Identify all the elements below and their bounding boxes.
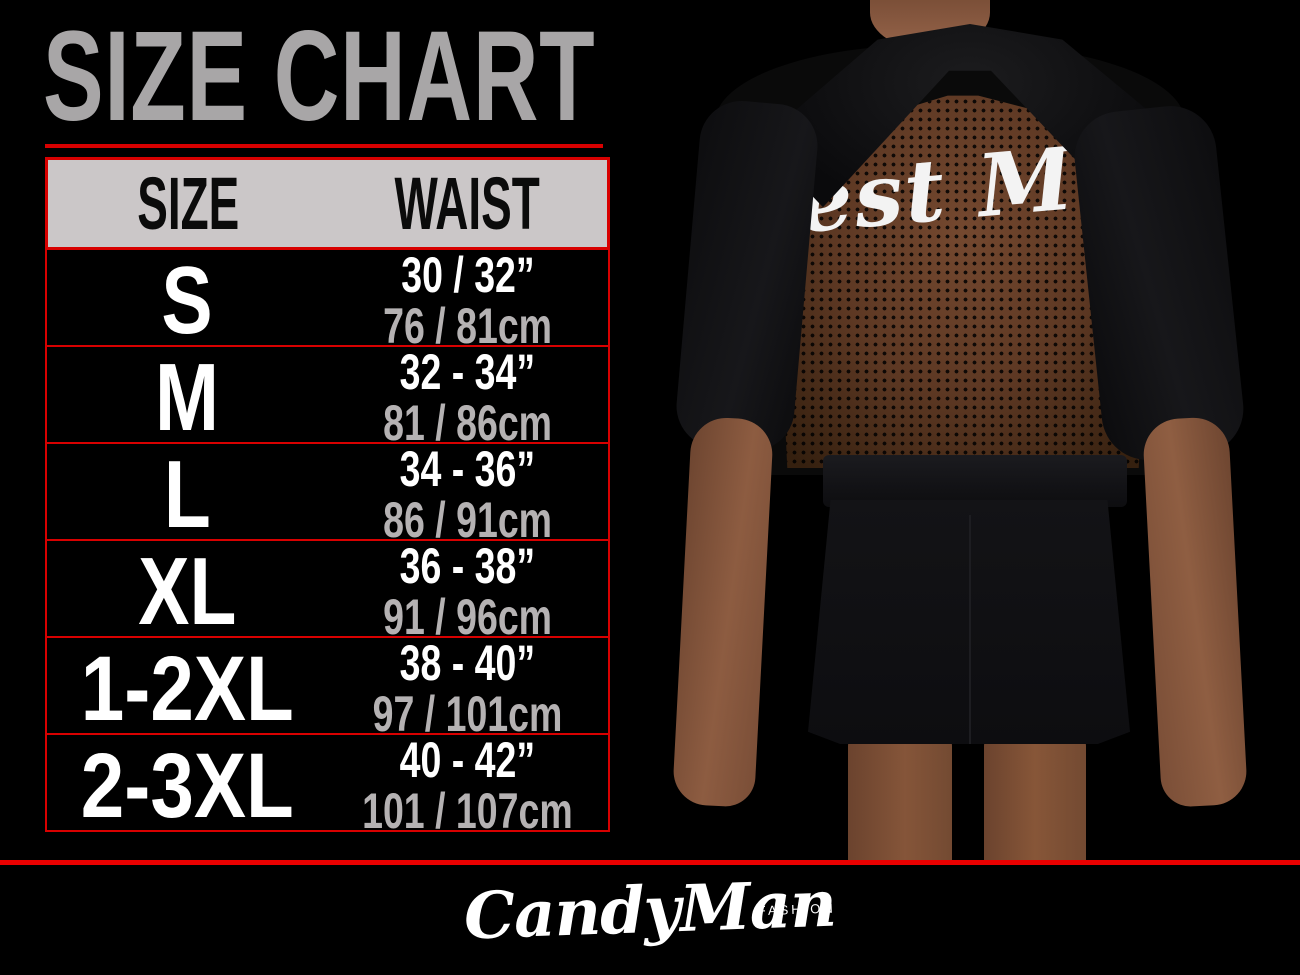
waist-inches: 30 / 32” [401,247,535,303]
size-cell-value: S [161,247,213,354]
size-cell-value: L [163,441,211,548]
product-photo: Best Man [620,0,1300,862]
model-leg-right [984,732,1086,862]
model-arm-left [671,416,775,808]
brand-logo: CandyMan FASHION [0,867,1300,967]
brand-logo-text: CandyMan FASHION [463,866,837,957]
waist-cell: 34 - 36” 86 / 91cm [328,444,609,546]
table-row: S 30 / 32” 76 / 81cm [45,250,610,352]
waist-inches: 32 - 34” [399,344,536,400]
size-column-header-label: SIZE [136,162,239,245]
size-cell: XL [47,541,328,643]
size-cell-value: M [155,344,220,451]
footer-divider-line [0,860,1300,865]
size-cell: M [47,347,328,449]
table-row: 2-3XL 40 - 42” 101 / 107cm [45,735,610,837]
table-row: 1-2XL 38 - 40” 97 / 101cm [45,638,610,740]
size-cell-value: 1-2XL [80,638,294,740]
waist-cell: 30 / 32” 76 / 81cm [328,250,609,352]
size-cell: S [47,250,328,352]
size-cell: L [47,444,328,546]
size-cell-value: 2-3XL [80,735,294,837]
waist-inches: 38 - 40” [399,635,536,691]
size-column-header: SIZE [48,160,328,247]
waist-cell: 38 - 40” 97 / 101cm [328,638,609,740]
robe-skirt-seam [969,514,971,744]
size-table-header: SIZE WAIST [45,157,610,250]
title-underline [45,144,603,148]
waist-cm: 97 / 101cm [372,686,563,742]
size-cell-value: XL [138,538,237,645]
waist-column-header: WAIST [328,160,608,247]
waist-inches: 34 - 36” [399,441,536,497]
waist-cm: 76 / 81cm [383,298,553,354]
waist-cm: 81 / 86cm [383,395,553,451]
waist-cm: 86 / 91cm [383,492,553,548]
model-leg-left [848,732,952,862]
size-cell: 1-2XL [47,638,328,740]
brand-sub-label: FASHION [757,900,837,919]
model-arm-right [1141,416,1249,808]
waist-cm: 91 / 96cm [383,589,553,645]
robe-skirt [808,500,1130,744]
waist-cell: 32 - 34” 81 / 86cm [328,347,609,449]
waist-cell: 40 - 42” 101 / 107cm [327,735,608,837]
waist-cm: 101 / 107cm [362,783,573,839]
size-table-body: S 30 / 32” 76 / 81cm M 32 - 34” 81 / 86c… [45,250,610,837]
table-row: XL 36 - 38” 91 / 96cm [45,541,610,643]
size-cell: 2-3XL [47,735,327,837]
robe-belt [823,455,1127,507]
waist-cell: 36 - 38” 91 / 96cm [328,541,609,643]
waist-column-header-label: WAIST [394,162,540,245]
table-row: L 34 - 36” 86 / 91cm [45,444,610,546]
waist-inches: 40 - 42” [399,732,536,788]
page-title: SIZE CHART [43,5,596,148]
table-row: M 32 - 34” 81 / 86cm [45,347,610,449]
size-table: SIZE WAIST S 30 / 32” 76 / 81cm M 32 - 3… [45,157,610,837]
waist-inches: 36 - 38” [399,538,536,594]
